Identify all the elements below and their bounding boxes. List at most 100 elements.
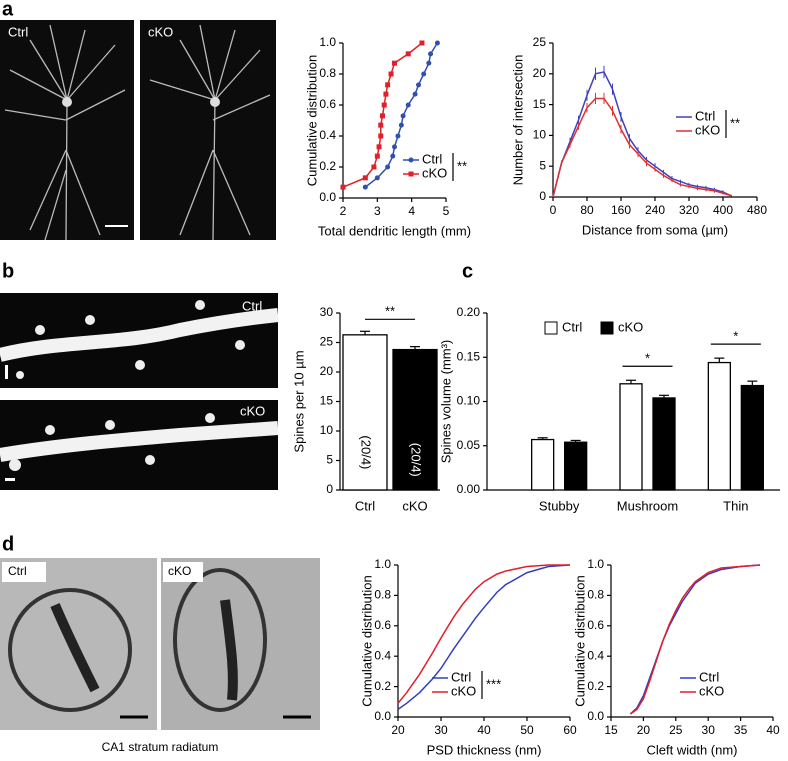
image-label: Ctrl [8, 564, 27, 578]
significance: *** [486, 676, 501, 691]
marker [390, 153, 396, 159]
x-tick-label: 60 [563, 723, 577, 737]
x-tick-label: 0 [550, 203, 557, 217]
legend-swatch [600, 321, 614, 335]
y-axis-title: Spines volume (mm³) [438, 340, 453, 464]
x-tick-label: 240 [645, 203, 665, 217]
y-tick-label: 0.6 [319, 97, 336, 111]
marker [395, 133, 401, 139]
marker [379, 113, 385, 119]
bar [619, 383, 643, 491]
y-axis-title: Cumulative distribution [304, 55, 319, 187]
x-tick-label: 40 [477, 723, 491, 737]
y-tick-label: 0 [539, 189, 546, 203]
y-tick-label: 15 [533, 97, 547, 111]
x-axis-title: Distance from soma (µm) [582, 222, 728, 237]
y-tick-label: 0.2 [374, 679, 391, 693]
significance: ** [730, 115, 740, 130]
y-tick-label: 10 [320, 423, 334, 437]
y-tick-label: 0.2 [319, 159, 336, 173]
marker [362, 184, 368, 190]
y-tick-label: 0.0 [319, 190, 336, 204]
y-tick-label: 0.6 [587, 618, 604, 632]
series-line [397, 564, 570, 704]
spine-image [0, 293, 279, 388]
panel-label: b [2, 260, 14, 282]
marker [374, 153, 380, 159]
marker [419, 40, 425, 46]
marker [408, 157, 414, 163]
legend-label: Ctrl [562, 319, 582, 334]
y-tick-label: 10 [533, 128, 547, 142]
y-tick-label: 5 [326, 453, 333, 467]
x-tick-label: Thin [723, 498, 748, 513]
marker [371, 164, 377, 170]
y-tick-label: 0 [326, 482, 333, 496]
marker [405, 51, 411, 57]
x-tick-label: cKO [402, 498, 427, 513]
x-tick-label: 50 [520, 723, 534, 737]
legend-label: cKO [695, 122, 720, 137]
legend-swatch [544, 321, 558, 335]
x-tick-label: 35 [734, 723, 748, 737]
x-tick-label: 400 [713, 203, 733, 217]
marker [378, 122, 384, 128]
x-tick-label: 480 [747, 203, 767, 217]
y-tick-label: 0.0 [374, 709, 391, 723]
em-image [161, 558, 320, 730]
marker [392, 60, 397, 66]
significance: ** [457, 158, 467, 173]
x-tick-label: 80 [580, 203, 594, 217]
bar [342, 334, 388, 491]
marker [378, 133, 384, 139]
y-tick-label: 0.8 [319, 66, 336, 80]
y-tick-label: 0.20 [457, 305, 481, 319]
y-axis-title: Spines per 10 µm [291, 350, 306, 452]
marker [340, 184, 346, 190]
legend-label: Ctrl [451, 669, 471, 684]
x-tick-label: 320 [679, 203, 699, 217]
series-line [552, 71, 732, 198]
caption: CA1 stratum radiatum [102, 740, 219, 754]
bar-label: (20/4) [409, 443, 424, 477]
x-tick-label: Stubby [539, 498, 580, 513]
y-tick-label: 20 [533, 66, 547, 80]
x-tick-label: 3 [374, 204, 381, 218]
y-tick-label: 0.4 [587, 648, 604, 662]
y-tick-label: 0.4 [319, 128, 336, 142]
y-tick-label: 1.0 [587, 557, 604, 571]
legend-label: Ctrl [699, 669, 719, 684]
image-label: Ctrl [8, 24, 28, 39]
y-tick-label: 0.4 [374, 648, 391, 662]
bar [740, 384, 764, 491]
series-line [630, 564, 761, 715]
y-tick-label: 1.0 [319, 35, 336, 49]
y-tick-label: 15 [320, 394, 334, 408]
x-tick-label: 40 [766, 723, 780, 737]
spine-image [0, 400, 279, 490]
marker [428, 51, 434, 57]
marker [412, 91, 418, 97]
x-axis-title: PSD thickness (nm) [427, 742, 542, 757]
y-axis-title: Number of intersection [510, 55, 525, 186]
bar [531, 438, 555, 491]
marker [381, 102, 387, 108]
marker [434, 40, 440, 46]
y-tick-label: 5 [539, 158, 546, 172]
y-tick-label: 25 [533, 35, 547, 49]
panel-label: a [2, 0, 14, 20]
legend-label: Ctrl [422, 151, 442, 166]
legend-label: cKO [618, 319, 643, 334]
x-tick-label: 5 [443, 204, 450, 218]
x-axis-title: Total dendritic length (mm) [318, 223, 471, 238]
legend-label: cKO [422, 165, 447, 180]
significance: * [733, 329, 738, 344]
y-tick-label: 0.8 [587, 588, 604, 602]
x-tick-label: Ctrl [355, 498, 375, 513]
y-tick-label: 0.15 [457, 349, 481, 363]
marker [400, 113, 406, 119]
image-label: cKO [148, 24, 173, 39]
series-line [397, 564, 571, 711]
y-tick-label: 0.10 [457, 394, 481, 408]
